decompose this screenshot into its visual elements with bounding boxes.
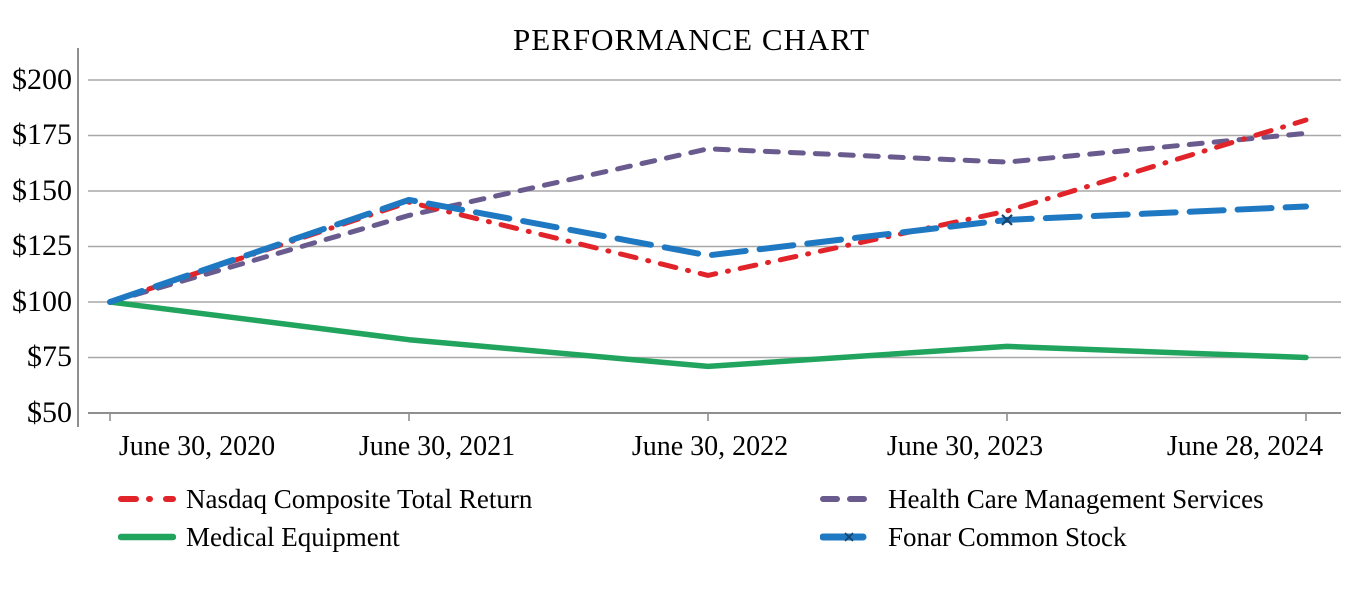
legend-item: Fonar Common Stock [820, 522, 1127, 552]
x-axis-tick-label: June 30, 2021 [358, 431, 516, 462]
legend-swatch-solid-line-icon [118, 533, 176, 541]
legend-swatch-dashdot-icon [118, 496, 176, 502]
y-axis-tick-label: $200 [12, 63, 72, 96]
x-axis-tick-label: June 30, 2023 [886, 431, 1044, 462]
legend-label: Medical Equipment [186, 522, 400, 552]
legend-label: Fonar Common Stock [888, 522, 1127, 552]
legend-swatch-dashed-icon [820, 496, 878, 502]
legend-label: Health Care Management Services [888, 484, 1264, 514]
y-axis-tick-label: $150 [12, 174, 72, 207]
x-axis-tick-label: June 30, 2022 [631, 431, 789, 462]
y-axis-tick-label: $125 [12, 229, 72, 262]
legend-item: Health Care Management Services [820, 484, 1264, 514]
legend-label: Nasdaq Composite Total Return [186, 484, 533, 514]
y-axis-tick-label: $100 [12, 285, 72, 318]
x-axis-tick-label: June 30, 2020 [118, 431, 276, 462]
legend-item: Nasdaq Composite Total Return [118, 484, 532, 514]
legend-item: Medical Equipment [118, 522, 400, 552]
chart-title: PERFORMANCE CHART [512, 22, 871, 57]
x-axis-tick-label: June 28, 2024 [1166, 431, 1324, 462]
y-axis-tick-label: $75 [27, 340, 72, 373]
y-axis-tick-label: $50 [27, 396, 72, 429]
y-axis-tick-label: $175 [12, 118, 72, 151]
legend-swatch-longdash-icon [820, 532, 878, 542]
